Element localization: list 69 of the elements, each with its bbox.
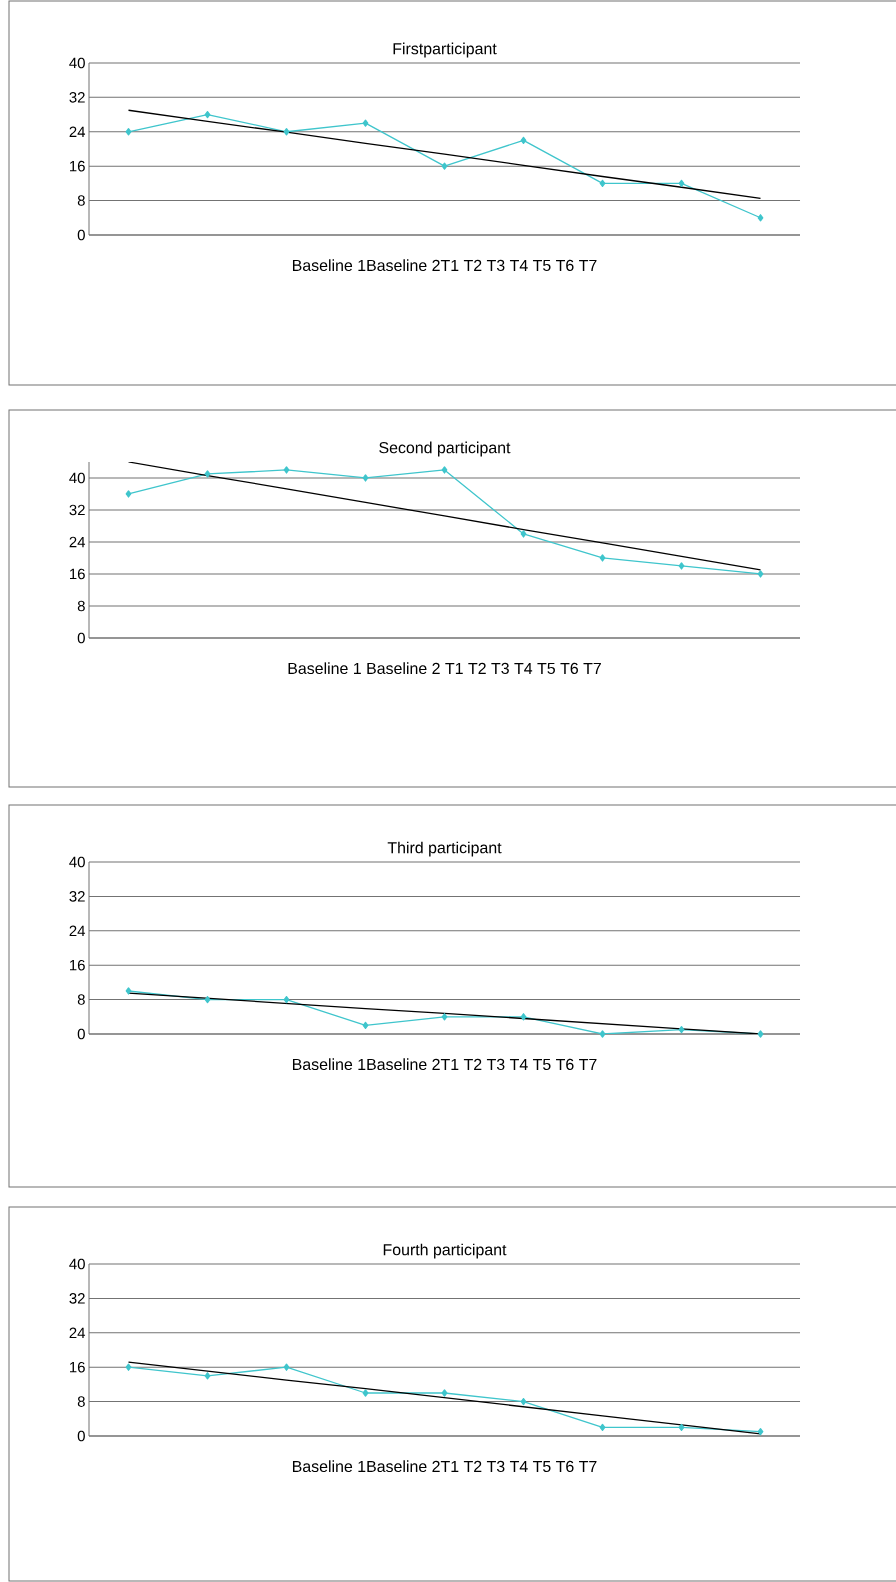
y-tick-label: 24 bbox=[69, 126, 86, 137]
point bbox=[599, 179, 606, 188]
point bbox=[204, 110, 211, 119]
y-tick-label: 16 bbox=[70, 160, 85, 172]
y-tick-label: 16 bbox=[70, 959, 85, 971]
point bbox=[520, 1397, 527, 1406]
y-tick-label: 24 bbox=[69, 925, 86, 936]
point bbox=[757, 1428, 764, 1436]
x-axis-title: Baseline 1 Baseline 2 T1 T2 T3 T4 T5 T6 T7 bbox=[288, 662, 601, 675]
point bbox=[204, 470, 211, 478]
point bbox=[125, 987, 132, 995]
point bbox=[441, 1013, 448, 1021]
chart-title: Second participant bbox=[379, 441, 511, 457]
point bbox=[125, 1363, 132, 1371]
point bbox=[204, 1372, 211, 1380]
chart-title: Firstparticipant bbox=[393, 42, 497, 58]
y-tick-label: 24 bbox=[69, 1327, 86, 1339]
point bbox=[204, 995, 211, 1004]
y-tick-label: 0 bbox=[77, 632, 85, 644]
point bbox=[441, 162, 448, 170]
y-tick-label: 8 bbox=[77, 600, 85, 612]
y-tick-label: 32 bbox=[69, 891, 85, 902]
point bbox=[599, 1030, 606, 1038]
y-tick-label: 32 bbox=[69, 1293, 85, 1304]
x-axis-title: Baseline 1Baseline 2T1 T2 T3 T4 T5 T6 T7 bbox=[292, 259, 597, 272]
point bbox=[362, 1389, 369, 1397]
y-tick-label: 40 bbox=[69, 57, 85, 69]
y-tick-label: 32 bbox=[69, 504, 85, 516]
point bbox=[599, 1423, 606, 1432]
point bbox=[678, 179, 685, 188]
point bbox=[283, 995, 290, 1004]
y-tick-label: 32 bbox=[69, 92, 85, 103]
point bbox=[283, 128, 290, 136]
point bbox=[520, 136, 527, 145]
point bbox=[757, 214, 764, 222]
y-tick-label: 16 bbox=[70, 568, 85, 580]
point bbox=[125, 490, 132, 498]
point bbox=[678, 1026, 685, 1034]
y-tick-label: 40 bbox=[69, 856, 85, 868]
point bbox=[125, 128, 132, 136]
y-tick-label: 8 bbox=[77, 195, 85, 206]
y-tick-label: 24 bbox=[69, 536, 86, 548]
point bbox=[362, 474, 369, 482]
point bbox=[520, 530, 527, 538]
y-tick-label: 0 bbox=[77, 229, 85, 241]
x-axis-title: Baseline 1Baseline 2T1 T2 T3 T4 T5 T6 T7 bbox=[292, 1058, 597, 1071]
point bbox=[678, 1423, 685, 1432]
y-tick-label: 40 bbox=[69, 472, 85, 484]
point bbox=[283, 466, 290, 474]
point bbox=[757, 570, 764, 578]
y-tick-label: 40 bbox=[69, 1258, 85, 1270]
y-tick-label: 8 bbox=[77, 1396, 85, 1407]
point bbox=[283, 1363, 290, 1371]
y-tick-label: 8 bbox=[77, 994, 85, 1005]
point bbox=[599, 554, 606, 562]
line-series bbox=[127, 109, 762, 200]
x-axis-title: Baseline 1Baseline 2T1 T2 T3 T4 T5 T6 T7 bbox=[292, 1460, 597, 1473]
point bbox=[362, 1021, 369, 1030]
y-tick-label: 0 bbox=[77, 1028, 85, 1040]
point bbox=[441, 1389, 448, 1397]
y-tick-label: 16 bbox=[70, 1361, 85, 1373]
point bbox=[362, 119, 369, 127]
point bbox=[441, 466, 448, 474]
point bbox=[757, 1030, 764, 1038]
chart-title: Fourth participant bbox=[383, 1243, 507, 1259]
point bbox=[520, 1013, 527, 1021]
y-tick-label: 0 bbox=[77, 1430, 85, 1442]
chart-title: Third participant bbox=[387, 841, 502, 857]
point bbox=[678, 562, 685, 570]
